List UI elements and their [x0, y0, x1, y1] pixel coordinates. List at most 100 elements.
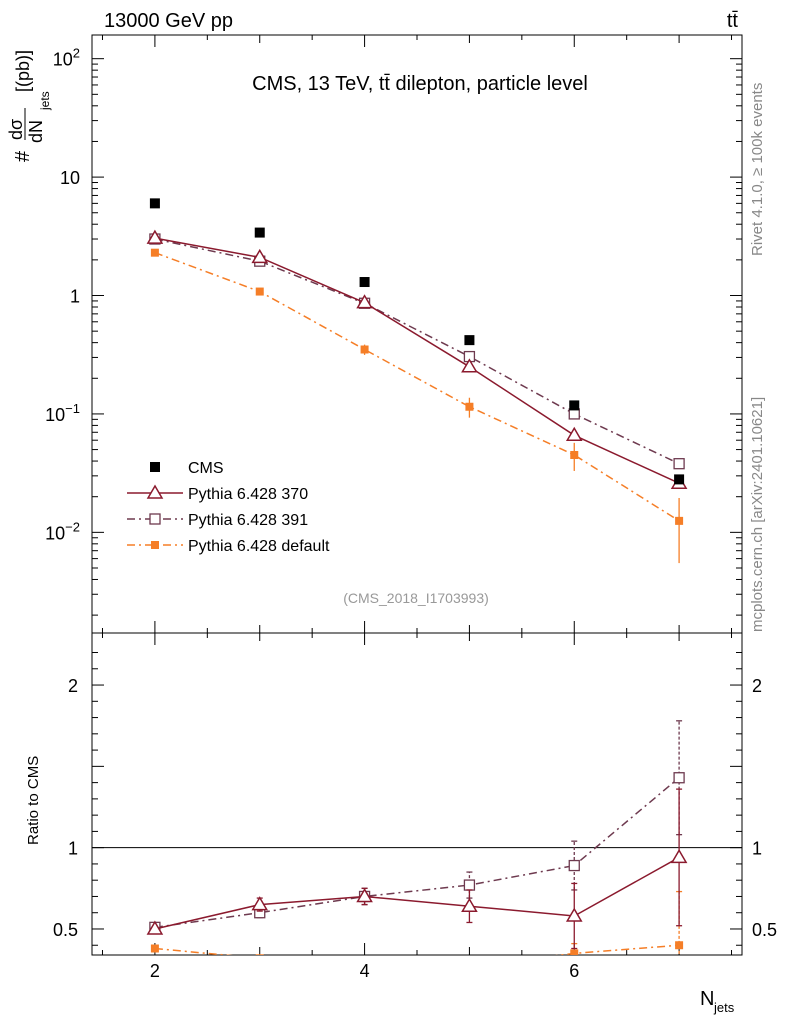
ratio-y-tick-label: 0.5 — [53, 920, 78, 940]
data-point — [465, 402, 474, 411]
ratio-point — [150, 944, 159, 953]
data-point — [255, 287, 264, 296]
data-point — [359, 277, 370, 288]
ratio-series-pythia-6-428-370 — [146, 788, 688, 950]
ratio-y-label: Ratio to CMS — [25, 756, 42, 845]
main-y-label: # dσ dN jets [(pb)] — [6, 50, 52, 162]
y-tick-base: 1 — [70, 287, 80, 307]
data-point — [251, 248, 269, 264]
legend: CMS Pythia 6.428 370 Pythia 6.428 391 Pythi… — [127, 460, 330, 555]
ratio-line — [154, 944, 680, 955]
chart-title: CMS, 13 TeV, tt̄ dilepton, particle leve… — [252, 73, 588, 95]
ratio-point — [465, 962, 473, 970]
x-tick-label: 2 — [150, 961, 160, 981]
data-point — [674, 474, 685, 485]
x-tick-label: 6 — [569, 961, 579, 981]
data-point — [675, 516, 684, 525]
ratio-y-tick-label-right: 2 — [752, 676, 762, 696]
y-tick-base: 10 — [53, 50, 73, 70]
analysis-id: (CMS_2018_I1703993) — [343, 590, 489, 606]
legend-marker — [149, 513, 161, 525]
y-tick-label: 1 — [70, 287, 80, 307]
legend-entry: Pythia 6.428 default — [127, 538, 330, 555]
ratio-point — [463, 879, 476, 891]
ratio-panel-frame — [91, 632, 743, 956]
ratio-point — [670, 848, 688, 864]
ratio-y-tick-label: 1 — [68, 839, 78, 859]
series-pythia-6-428-370 — [146, 229, 688, 489]
data-point — [568, 408, 580, 420]
legend-label: Pythia 6.428 default — [188, 538, 330, 555]
legend-marker — [146, 484, 164, 499]
ratio-point — [568, 859, 580, 872]
ratio-point — [255, 954, 264, 955]
y-label-denominator-sub: jets — [38, 91, 52, 111]
main-series — [146, 198, 688, 564]
series-cms — [149, 198, 685, 485]
ratio-point — [570, 949, 579, 955]
data-point — [254, 227, 265, 238]
legend-label: CMS — [188, 460, 224, 477]
series-pythia-6-428-391 — [149, 233, 685, 470]
x-label-main: N — [700, 988, 714, 1010]
data-point — [570, 450, 579, 459]
rivet-label: Rivet 4.1.0, ≥ 100k events — [749, 83, 766, 256]
legend-marker — [150, 462, 160, 472]
y-tick-base: 10 — [45, 523, 65, 543]
ratio-series-pythia-6-428-default — [150, 890, 684, 970]
ratio-line — [154, 856, 680, 930]
y-tick-base: 10 — [45, 405, 65, 425]
x-axis-label: N jets — [700, 988, 735, 1015]
beam-label: 13000 GeV pp — [104, 10, 233, 32]
y-tick-label: 10 — [60, 168, 80, 188]
legend-marker — [151, 541, 159, 549]
y-tick-label: 10−1 — [45, 401, 80, 425]
x-label-sub: jets — [713, 1000, 735, 1015]
data-point — [673, 458, 685, 470]
data-point — [356, 294, 373, 309]
series-line — [154, 237, 680, 484]
ratio-y-tick-label: 2 — [68, 676, 78, 696]
data-point — [360, 345, 369, 354]
ratio-y-tick-label-right: 1 — [752, 839, 762, 859]
data-point — [461, 358, 478, 373]
y-label-hash: # — [12, 150, 34, 162]
x-tick-label: 4 — [360, 961, 370, 981]
data-point — [569, 400, 580, 411]
y-tick-exponent: −2 — [65, 519, 80, 534]
y-label-unit: [(pb)] — [13, 50, 33, 92]
ratio-point — [356, 887, 373, 903]
ratio-point — [461, 897, 478, 912]
series-line — [154, 251, 680, 522]
y-tick-label: 102 — [53, 46, 80, 70]
data-point — [149, 198, 160, 209]
legend-label: Pythia 6.428 391 — [188, 512, 308, 529]
ratio-series — [146, 720, 688, 970]
legend-entry: CMS — [150, 460, 224, 477]
data-point — [464, 335, 475, 346]
process-label: tt̄ — [727, 10, 739, 32]
ratio-point — [673, 772, 685, 784]
data-point — [565, 426, 583, 442]
mcplots-label: mcplots.cern.ch [arXiv:2401.10621] — [749, 397, 766, 632]
series-pythia-6-428-default — [150, 248, 684, 564]
legend-entry: Pythia 6.428 391 — [127, 512, 308, 529]
ratio-line — [154, 777, 680, 929]
legend-entry: Pythia 6.428 370 — [127, 484, 308, 503]
y-tick-exponent: 2 — [73, 46, 80, 61]
series-line — [154, 238, 680, 465]
legend-label: Pythia 6.428 370 — [188, 486, 308, 503]
ratio-point — [675, 941, 684, 950]
ratio-point — [565, 907, 583, 922]
data-point — [150, 248, 159, 257]
ratio-point — [251, 896, 269, 911]
y-tick-base: 10 — [60, 168, 80, 188]
ratio-point — [146, 920, 164, 935]
y-tick-exponent: −1 — [65, 401, 80, 416]
ratio-y-tick-label-right: 0.5 — [752, 920, 777, 940]
tick-marks — [92, 35, 742, 955]
y-label-numerator: dσ — [6, 119, 26, 140]
data-point — [146, 229, 164, 244]
